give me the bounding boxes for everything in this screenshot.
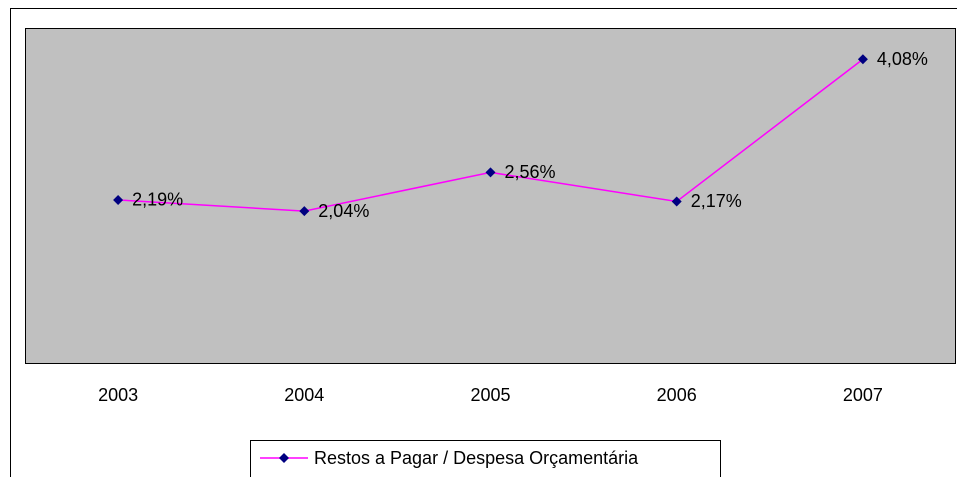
- legend-box: [250, 440, 721, 477]
- data-label: 2,17%: [691, 191, 742, 211]
- data-label: 2,04%: [318, 201, 369, 221]
- x-tick-label: 2006: [657, 385, 697, 405]
- point-marker: [299, 206, 310, 217]
- x-tick-label: 2004: [284, 385, 324, 405]
- data-label: 4,08%: [877, 49, 928, 69]
- point-marker: [113, 194, 124, 205]
- data-label: 2,19%: [132, 190, 183, 210]
- legend-marker: [279, 453, 289, 463]
- data-label: 2,56%: [505, 162, 556, 182]
- point-marker: [485, 167, 496, 178]
- point-marker: [857, 54, 868, 65]
- point-marker: [671, 196, 682, 207]
- plot-area: [25, 28, 956, 364]
- x-tick-label: 2003: [98, 385, 138, 405]
- x-tick-label: 2007: [843, 385, 883, 405]
- x-tick-label: 2005: [470, 385, 510, 405]
- legend-label: Restos a Pagar / Despesa Orçamentária: [314, 448, 639, 468]
